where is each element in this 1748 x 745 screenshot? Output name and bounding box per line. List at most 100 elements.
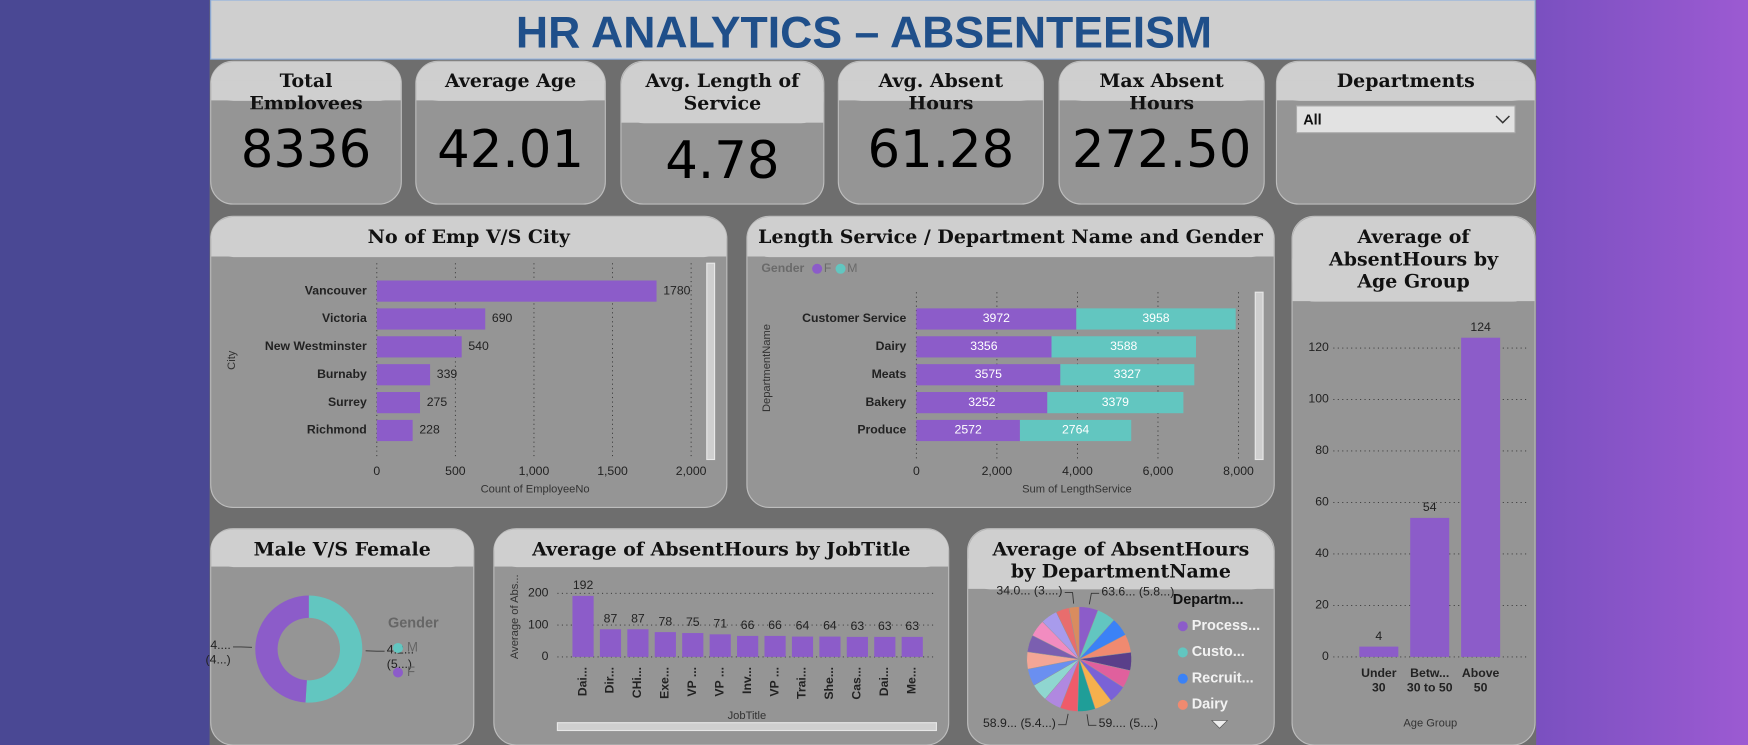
scrollbar xyxy=(1254,291,1264,461)
data-label: 59.... (5....) xyxy=(1098,717,1158,731)
scrollbar xyxy=(556,722,937,732)
dropdown-chevron xyxy=(1495,115,1510,124)
chart-title-box: Male V/S Female xyxy=(253,538,431,561)
card-label: Avg. Absent Hours xyxy=(878,70,1004,110)
dropdown[interactable] xyxy=(1295,105,1516,134)
data-label: 3972 xyxy=(983,311,1010,325)
card-value: 4.78 xyxy=(665,131,779,191)
card-value: 61.28 xyxy=(867,120,1014,180)
x-tick-label: VP ... xyxy=(712,667,726,697)
panel-header xyxy=(968,558,1274,589)
scrollbar xyxy=(706,262,716,461)
x-tick-label: Dir... xyxy=(603,667,617,694)
data-label: 540 xyxy=(468,339,489,353)
bar xyxy=(791,636,814,657)
data-label: 63 xyxy=(905,619,919,633)
data-label: 2764 xyxy=(1062,423,1089,437)
legend-label: M xyxy=(407,640,418,655)
card-label: Total Employees xyxy=(249,70,363,110)
x-tick-label: Betw... 30 to 50 xyxy=(1406,666,1453,695)
slicer-label-box: Departments xyxy=(1336,70,1475,93)
data-label: 58.9... (5.4...) xyxy=(982,716,1056,731)
chart-title: Male V/S Female xyxy=(253,538,431,561)
x-tick-label-box: Betw... 30 to 50 xyxy=(1406,666,1453,695)
legend-swatch xyxy=(392,642,403,653)
x-tick-label: 6,000 xyxy=(1143,464,1174,478)
bar xyxy=(819,636,841,657)
y-tick-label: 0 xyxy=(1322,649,1329,663)
card-value: 42.01 xyxy=(437,120,584,180)
bar xyxy=(737,635,759,657)
x-tick-label: 1,500 xyxy=(597,464,628,478)
slicer-label: Departments xyxy=(1336,70,1475,93)
bar xyxy=(654,632,676,657)
chart-title-box: Length Service / Department Name and Gen… xyxy=(758,226,1263,249)
chart-title: Length Service / Department Name and Gen… xyxy=(758,226,1263,249)
dropdown-value: All xyxy=(1303,112,1322,128)
y-tick-label: Dairy xyxy=(876,339,907,353)
data-label: 78 xyxy=(659,614,673,628)
y-tick-label: Customer Service xyxy=(802,311,906,325)
card-label-box: Avg. Length of Service xyxy=(646,70,800,115)
x-tick-label: She... xyxy=(822,667,836,700)
data-label: 690 xyxy=(492,311,513,325)
legend-swatch xyxy=(1177,647,1188,658)
bar xyxy=(1076,308,1236,330)
slice xyxy=(255,595,309,703)
card-label-box: Max Absent Hours xyxy=(1099,70,1224,110)
panel-header xyxy=(838,80,1043,101)
y-tick-label: 100 xyxy=(528,617,549,631)
chart-title: Average of AbsentHours by JobTitle xyxy=(532,538,911,561)
legend-label: Process... xyxy=(1192,618,1260,634)
data-label: 3575 xyxy=(975,367,1002,381)
bar xyxy=(901,636,923,657)
x-axis-label: JobTitle xyxy=(728,710,767,722)
bar xyxy=(376,308,486,330)
data-label: 63 xyxy=(878,619,892,633)
data-label: 87 xyxy=(631,611,645,625)
x-tick-label: 1,000 xyxy=(519,464,550,478)
chart-title-box: Average of AbsentHours by DepartmentName xyxy=(993,539,1250,584)
bar xyxy=(916,336,1052,358)
x-tick-label-box: Under 30 xyxy=(1361,667,1396,695)
panel-header xyxy=(211,80,401,101)
panel-header xyxy=(1059,80,1264,101)
y-tick-label: 120 xyxy=(1308,340,1329,354)
legend-label: F xyxy=(407,664,415,679)
bar xyxy=(1060,364,1195,386)
slice xyxy=(305,595,363,703)
bar xyxy=(682,633,704,657)
panel-header xyxy=(621,92,824,123)
chart-title-box: No of Emp V/S City xyxy=(368,226,570,248)
y-tick-label: Richmond xyxy=(307,423,367,437)
bar xyxy=(599,629,622,657)
x-tick-label-box: Above 50 xyxy=(1461,666,1500,695)
x-axis-label: Count of EmployeeNo xyxy=(481,484,590,496)
bar xyxy=(1359,646,1399,657)
card-label-box: Total Employees xyxy=(249,70,363,110)
bar xyxy=(376,392,421,414)
legend-swatch xyxy=(1177,621,1188,632)
x-tick-label: 8,000 xyxy=(1223,464,1254,478)
data-label: 124 xyxy=(1470,320,1491,334)
data-label-box: 59.... (5....) xyxy=(1098,717,1158,731)
slice xyxy=(1068,606,1080,660)
data-label: 66 xyxy=(768,618,782,632)
data-label: 3327 xyxy=(1114,367,1141,381)
card-label: Max Absent Hours xyxy=(1099,70,1224,110)
legend-label: Recruit... xyxy=(1192,670,1254,686)
data-label: 3588 xyxy=(1110,339,1137,353)
data-label: 2572 xyxy=(955,423,982,437)
x-tick-label: Exe... xyxy=(658,667,672,699)
data-label-box: 58.9... (5.4...) xyxy=(982,716,1056,731)
data-label-box: 63.6... (5.8...) xyxy=(1101,586,1174,599)
bar xyxy=(916,308,1077,330)
y-tick-label: 40 xyxy=(1315,546,1329,560)
card-label-box: Avg. Absent Hours xyxy=(878,70,1004,110)
x-axis-label: Sum of LengthService xyxy=(1022,484,1132,496)
bar xyxy=(1461,337,1501,657)
bar xyxy=(627,629,649,657)
x-tick-label: Cas... xyxy=(850,667,864,700)
x-tick-label: Above 50 xyxy=(1461,666,1500,695)
